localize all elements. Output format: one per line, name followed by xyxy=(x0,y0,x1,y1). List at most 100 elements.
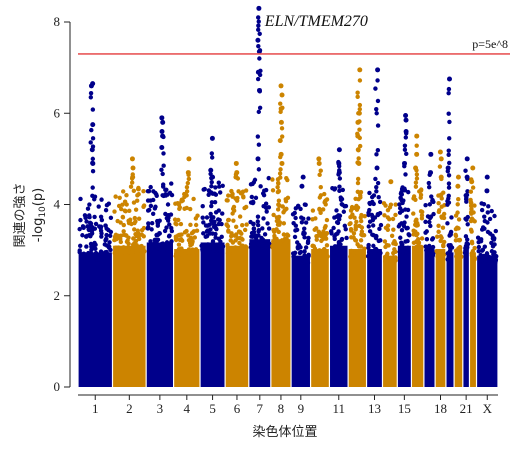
data-point xyxy=(482,226,487,231)
data-point xyxy=(217,243,223,248)
data-point xyxy=(129,176,135,181)
data-point xyxy=(375,98,381,104)
data-point xyxy=(271,243,277,248)
data-point xyxy=(257,48,263,53)
data-point xyxy=(179,238,185,243)
data-point xyxy=(176,251,181,256)
chromosome-20-points xyxy=(453,174,464,387)
data-point xyxy=(256,227,262,233)
data-point xyxy=(211,246,216,252)
data-point xyxy=(121,222,126,228)
data-point xyxy=(398,191,404,196)
x-tick-label: 8 xyxy=(278,401,285,416)
data-point xyxy=(163,193,168,198)
data-point xyxy=(275,222,281,227)
data-point xyxy=(319,238,324,244)
data-point xyxy=(234,232,239,237)
data-point xyxy=(256,109,261,115)
data-point xyxy=(78,217,83,223)
data-point xyxy=(382,213,387,218)
data-point xyxy=(389,233,395,238)
data-point xyxy=(118,236,123,242)
data-point xyxy=(255,242,261,247)
peak-point xyxy=(375,67,381,73)
data-point xyxy=(411,211,416,216)
data-point xyxy=(213,185,218,190)
peak-point xyxy=(129,156,135,162)
peak-point xyxy=(159,115,165,121)
data-point xyxy=(136,216,142,221)
data-point xyxy=(353,225,358,230)
data-point xyxy=(118,220,123,225)
data-point xyxy=(447,233,452,238)
data-point xyxy=(402,147,408,152)
data-point xyxy=(441,211,447,217)
chromosome-8-points xyxy=(270,83,291,387)
data-point xyxy=(262,188,267,193)
data-point xyxy=(318,184,323,190)
data-point xyxy=(208,227,213,232)
data-point xyxy=(429,237,435,242)
data-point xyxy=(337,248,342,253)
gene-annotation-label: ELN/TMEM270 xyxy=(264,13,368,30)
data-point xyxy=(292,234,298,240)
data-point xyxy=(447,136,452,141)
data-point xyxy=(208,190,214,195)
chromosome-9-points xyxy=(290,174,311,387)
data-point xyxy=(430,253,436,258)
data-point xyxy=(390,260,395,265)
data-point xyxy=(131,188,137,194)
data-point xyxy=(81,225,86,231)
data-point xyxy=(256,233,261,238)
data-point xyxy=(355,131,360,136)
data-point xyxy=(314,226,319,231)
data-point xyxy=(355,189,360,195)
data-point xyxy=(485,220,490,225)
data-point xyxy=(233,224,239,230)
data-point xyxy=(233,238,238,243)
data-point xyxy=(303,245,309,250)
data-point xyxy=(98,228,104,233)
data-point xyxy=(106,245,112,250)
peak-point xyxy=(277,138,283,144)
data-point xyxy=(468,209,474,215)
peak-point xyxy=(300,174,306,180)
data-point xyxy=(127,208,132,214)
data-point xyxy=(447,255,453,260)
data-point xyxy=(230,206,236,212)
data-point xyxy=(77,226,82,232)
y-axis-ticks: 0 2 4 6 8 xyxy=(54,14,70,394)
data-point xyxy=(413,184,419,189)
peak-point xyxy=(414,133,420,139)
data-point xyxy=(465,189,470,194)
data-point xyxy=(106,227,111,233)
data-point xyxy=(361,233,367,238)
data-point xyxy=(188,243,193,248)
data-point xyxy=(312,246,318,252)
data-point xyxy=(414,168,419,173)
x-tick-label: 5 xyxy=(209,401,216,416)
data-point xyxy=(337,213,343,218)
data-point xyxy=(390,216,396,222)
data-point xyxy=(267,241,272,246)
data-point xyxy=(367,190,372,196)
data-point xyxy=(279,126,285,131)
data-point xyxy=(90,185,95,190)
data-point xyxy=(414,143,419,148)
data-point xyxy=(314,233,319,239)
data-point xyxy=(478,238,484,244)
data-point xyxy=(292,210,297,216)
data-point xyxy=(105,256,110,262)
peak-point xyxy=(299,183,305,189)
data-point xyxy=(255,219,260,224)
data-point xyxy=(337,168,342,173)
data-point xyxy=(240,237,245,242)
data-point xyxy=(159,167,164,173)
data-point xyxy=(258,68,263,74)
peak-point xyxy=(484,188,490,194)
data-point xyxy=(332,244,338,249)
data-point xyxy=(353,238,359,243)
data-point xyxy=(425,254,430,259)
data-point xyxy=(427,184,432,190)
data-point xyxy=(417,189,422,194)
